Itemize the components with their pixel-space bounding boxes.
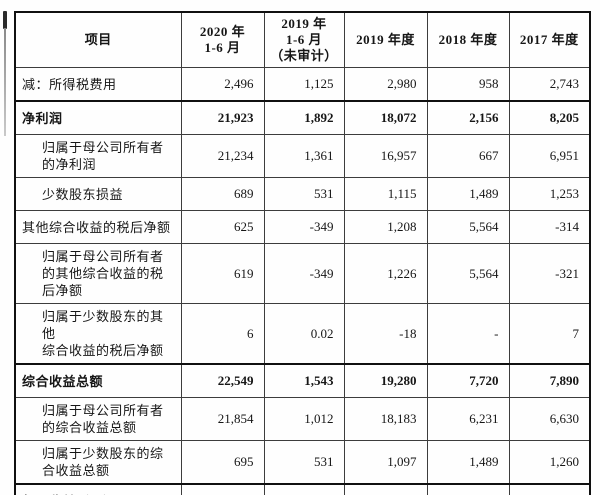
value-cell: 1,012 [263, 397, 345, 441]
value-cell: 8,205 [508, 100, 591, 135]
value-cell: 7,890 [508, 363, 591, 398]
period-column-header: 2019 年度 [343, 11, 428, 68]
value-cell: 22,549 [180, 363, 265, 398]
table-header: 项目 2020 年 1-6 月 2019 年 1-6 月 （未审计） 2019 年度 2… [14, 11, 591, 68]
value-cell: 7 [508, 303, 591, 365]
item-column-header: 项目 [14, 11, 182, 68]
value-cell: 2,156 [426, 100, 510, 135]
value-cell: 689 [180, 177, 265, 211]
value-cell: 1,489 [426, 440, 510, 485]
value-cell: 1,489 [426, 177, 510, 211]
scan-artifact-line [4, 28, 6, 136]
value-cell: -18 [343, 303, 428, 365]
scan-artifact-mark [3, 11, 7, 29]
row-label-cell: 归属于少数股东的其他 综合收益的税后净额 [14, 303, 182, 365]
table-row: 归属于少数股东的其他 综合收益的税后净额 6 0.02 -18-7 [14, 303, 591, 365]
value-cell: 19,280 [343, 363, 428, 398]
value-cell [508, 483, 591, 495]
value-cell: 1,253 [508, 177, 591, 211]
row-label-cell: 归属于母公司所有者 的综合收益总额 [14, 397, 182, 441]
value-cell: 2,980 [343, 67, 428, 102]
table-body: 减：所得税费用 2,496 1,125 2,980 958 2,743 净利润 21,923 1… [14, 67, 591, 495]
row-label-cell: 净利润 [14, 100, 182, 135]
table-row: 归属于母公司所有者 的综合收益总额 21,854 1,012 18,183 6,231 6… [14, 397, 591, 441]
value-cell [343, 483, 428, 495]
value-cell: 1,892 [263, 100, 345, 135]
value-cell [263, 483, 345, 495]
value-cell: 6,951 [508, 134, 591, 178]
period-column-header: 2019 年 1-6 月 （未审计） [263, 11, 345, 68]
value-cell: 5,564 [426, 210, 510, 244]
value-cell: 2,496 [180, 67, 265, 102]
financial-statement-table: 项目 2020 年 1-6 月 2019 年 1-6 月 （未审计） 2019 年度 2… [14, 11, 591, 495]
row-label-cell: 归属于少数股东的综 合收益总额 [14, 440, 182, 485]
value-cell: 7,720 [426, 363, 510, 398]
table-row: 每股收益（元） [14, 483, 591, 495]
row-label-cell: 每股收益（元） [14, 483, 182, 495]
value-cell: -349 [263, 210, 345, 244]
table-row: 综合收益总额 22,549 1,543 19,280 7,720 7,890 [14, 363, 591, 398]
period-column-header: 2018 年度 [426, 11, 510, 68]
value-cell: -321 [508, 243, 591, 304]
value-cell: 1,115 [343, 177, 428, 211]
value-cell [426, 483, 510, 495]
value-cell: 1,208 [343, 210, 428, 244]
value-cell: 6 [180, 303, 265, 365]
value-cell: - [426, 303, 510, 365]
value-cell [180, 483, 265, 495]
table-row: 归属于母公司所有者 的净利润 21,234 1,361 16,957 667 6,951 [14, 134, 591, 178]
value-cell: 1,260 [508, 440, 591, 485]
value-cell: 667 [426, 134, 510, 178]
value-cell: 531 [263, 177, 345, 211]
row-label-cell: 综合收益总额 [14, 363, 182, 398]
value-cell: 0.02 [263, 303, 345, 365]
row-label-cell: 归属于母公司所有者 的其他综合收益的税 后净额 [14, 243, 182, 304]
value-cell: 18,183 [343, 397, 428, 441]
table-row: 净利润 21,923 1,892 18,072 2,156 8,205 [14, 100, 591, 135]
period-column-header: 2020 年 1-6 月 [180, 11, 265, 68]
header-row: 项目 2020 年 1-6 月 2019 年 1-6 月 （未审计） 2019 年度 2… [14, 11, 591, 68]
value-cell: 695 [180, 440, 265, 485]
financial-table-container: 项目 2020 年 1-6 月 2019 年 1-6 月 （未审计） 2019 年度 2… [14, 11, 591, 495]
value-cell: 1,125 [263, 67, 345, 102]
row-label-cell: 减：所得税费用 [14, 67, 182, 102]
value-cell: 21,234 [180, 134, 265, 178]
value-cell: 1,361 [263, 134, 345, 178]
value-cell: -349 [263, 243, 345, 304]
value-cell: 531 [263, 440, 345, 485]
value-cell: 21,923 [180, 100, 265, 135]
table-row: 归属于母公司所有者 的其他综合收益的税 后净额 619 -349 1,226 5,564… [14, 243, 591, 304]
value-cell: 1,097 [343, 440, 428, 485]
value-cell: 1,543 [263, 363, 345, 398]
row-label-cell: 归属于母公司所有者 的净利润 [14, 134, 182, 178]
value-cell: -314 [508, 210, 591, 244]
value-cell: 16,957 [343, 134, 428, 178]
value-cell: 2,743 [508, 67, 591, 102]
value-cell: 619 [180, 243, 265, 304]
value-cell: 625 [180, 210, 265, 244]
value-cell: 6,630 [508, 397, 591, 441]
table-row: 归属于少数股东的综 合收益总额 695 531 1,097 1,489 1,260 [14, 440, 591, 485]
value-cell: 21,854 [180, 397, 265, 441]
table-row: 少数股东损益 689 531 1,115 1,489 1,253 [14, 177, 591, 211]
row-label-cell: 其他综合收益的税后净额 [14, 210, 182, 244]
table-row: 减：所得税费用 2,496 1,125 2,980 958 2,743 [14, 67, 591, 102]
value-cell: 1,226 [343, 243, 428, 304]
row-label-cell: 少数股东损益 [14, 177, 182, 211]
table-row: 其他综合收益的税后净额 625 -349 1,208 5,564 -314 [14, 210, 591, 244]
value-cell: 18,072 [343, 100, 428, 135]
value-cell: 958 [426, 67, 510, 102]
value-cell: 5,564 [426, 243, 510, 304]
value-cell: 6,231 [426, 397, 510, 441]
period-column-header: 2017 年度 [508, 11, 591, 68]
